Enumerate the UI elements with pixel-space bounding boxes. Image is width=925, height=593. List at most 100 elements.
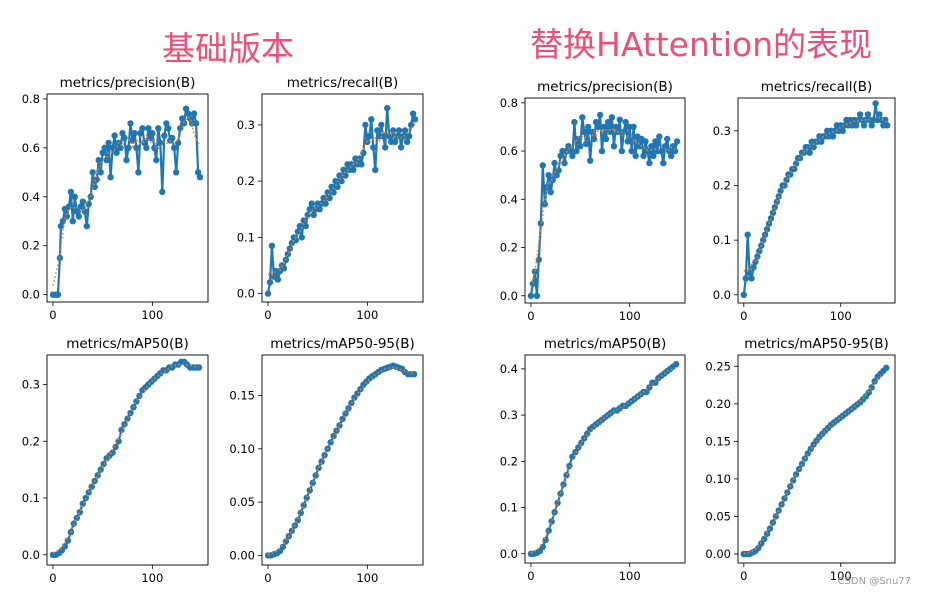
x-tick-label: 0 <box>527 309 534 323</box>
data-point <box>783 176 790 184</box>
data-point <box>149 130 156 137</box>
smooth-line <box>743 371 887 555</box>
data-point <box>673 138 681 145</box>
data-point <box>88 483 95 490</box>
data-point <box>360 149 367 157</box>
y-tick-label: 0.0 <box>22 548 40 562</box>
data-point <box>145 125 152 132</box>
chart-8: metrics/mAP50-95(B) 0.00 0.05 0.10 0.15 0.20 0… <box>705 336 896 583</box>
data-point <box>646 384 653 391</box>
data-point <box>554 499 561 507</box>
data-point <box>342 410 349 417</box>
data-point <box>113 149 120 156</box>
y-tick-label: 0.3 <box>237 118 255 132</box>
data-point <box>628 147 635 155</box>
data-point <box>648 143 655 150</box>
y-tick-label: 0.4 <box>500 192 518 206</box>
series-line <box>268 364 415 557</box>
series-line <box>266 106 417 294</box>
data-point <box>153 156 160 164</box>
y-tick-label: 0.6 <box>22 141 40 155</box>
x-tick-label: 0 <box>264 571 271 585</box>
data-point <box>380 133 387 140</box>
smooth-line <box>52 363 200 554</box>
data-point <box>787 171 794 178</box>
data-point <box>99 149 106 156</box>
y-tick-label: 0.8 <box>500 96 518 110</box>
data-point <box>180 120 188 127</box>
data-point <box>618 147 625 155</box>
data-point <box>65 203 73 210</box>
data-point <box>81 208 89 215</box>
data-point <box>872 100 879 107</box>
data-point <box>531 268 539 275</box>
y-tick-label: 0.8 <box>22 92 40 106</box>
data-point <box>624 138 631 145</box>
data-point <box>829 133 837 140</box>
data-point <box>165 125 172 132</box>
x-tick-label: 0 <box>264 308 271 322</box>
data-point <box>640 152 647 160</box>
data-point <box>303 494 310 501</box>
data-point <box>405 133 413 140</box>
data-point <box>750 264 757 271</box>
data-point <box>112 443 119 451</box>
data-point <box>410 371 418 378</box>
y-tick-label: 0.25 <box>705 359 731 373</box>
x-tick-label: 100 <box>830 309 852 323</box>
x-tick-label: 0 <box>49 308 56 322</box>
data-point <box>342 172 349 179</box>
x-tick-label: 100 <box>356 308 378 322</box>
data-point <box>186 115 194 122</box>
data-point <box>781 182 788 189</box>
data-point <box>608 114 616 121</box>
x-tick-label: 100 <box>619 569 641 583</box>
data-point <box>95 156 102 164</box>
chart-3: metrics/mAP50(B) 0.0 0.1 0.2 0.3 0 100 <box>22 336 209 585</box>
data-point <box>671 147 679 155</box>
data-point <box>390 127 397 134</box>
data-point <box>121 134 128 142</box>
plot-frame <box>46 354 209 566</box>
chart-5: metrics/precision(B) 0.0 0.2 0.4 0.6 0.8 0 100 <box>500 79 686 323</box>
y-tick-label: 0.0 <box>500 547 518 561</box>
data-point <box>366 133 373 140</box>
data-point <box>853 122 860 129</box>
data-point <box>636 143 643 150</box>
y-tick-label: 0.4 <box>500 362 518 376</box>
data-point <box>101 144 108 151</box>
data-point <box>533 292 541 299</box>
data-point <box>322 200 329 207</box>
y-tick-label: 0.10 <box>705 472 731 486</box>
data-point <box>97 169 104 176</box>
data-point <box>358 161 365 168</box>
data-point <box>403 138 411 145</box>
data-point <box>744 231 751 238</box>
data-point <box>392 138 399 145</box>
x-tick-label: 0 <box>527 569 534 583</box>
data-point <box>664 135 671 143</box>
chart-1: metrics/precision(B) 0.0 0.2 0.4 0.6 0.8 0 100 <box>22 75 209 322</box>
data-point <box>83 222 91 230</box>
data-point <box>882 116 889 124</box>
heading-hattention: 替换HAttention的表现 <box>530 25 873 64</box>
data-point <box>324 189 331 196</box>
y-tick-label: 0.2 <box>500 241 518 255</box>
plot-frame <box>524 97 686 304</box>
plot-area <box>49 105 204 298</box>
data-point <box>557 152 564 160</box>
data-point <box>107 174 114 181</box>
data-point <box>537 220 544 227</box>
data-point <box>184 110 192 117</box>
data-point <box>541 200 548 208</box>
data-point <box>748 275 755 282</box>
series-line <box>742 102 889 295</box>
data-point <box>124 415 131 422</box>
data-point <box>548 518 555 525</box>
data-point <box>535 256 542 263</box>
data-point <box>876 111 883 118</box>
data-point <box>555 167 562 174</box>
data-point <box>190 110 198 117</box>
data-point <box>590 135 598 143</box>
data-point <box>632 152 639 160</box>
